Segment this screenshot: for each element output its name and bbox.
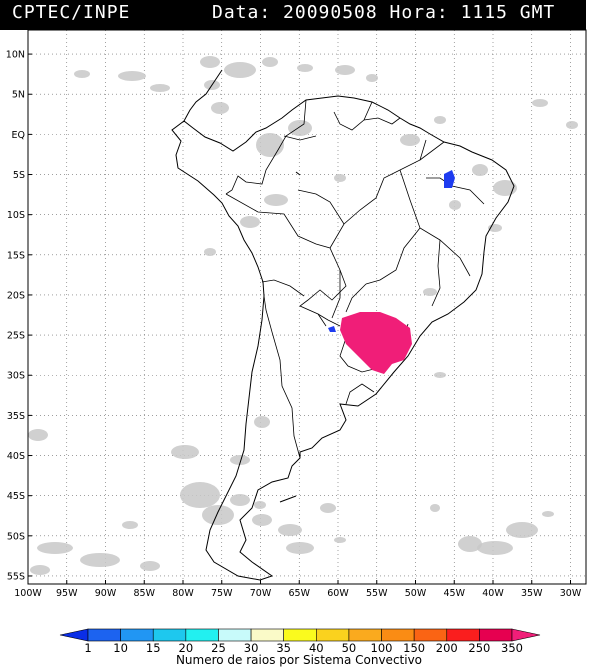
colorbar-label: 350 (501, 641, 523, 655)
colorbar-segment (185, 628, 219, 642)
colorbar-segment (446, 628, 480, 642)
colorbar-segment (152, 628, 187, 642)
colorbar-segment (381, 628, 415, 642)
country-borders (225, 99, 485, 459)
colorbar-label: 200 (436, 641, 458, 655)
colorbar-label: 100 (371, 641, 393, 655)
colorbar-label: 15 (146, 641, 161, 655)
lon-label: 75W (211, 588, 233, 599)
lon-label: 40W (482, 588, 504, 599)
lat-label: 45S (7, 491, 25, 502)
colorbar-label: 20 (179, 641, 194, 655)
colorbar-segment (218, 628, 252, 642)
lat-label: 5N (12, 90, 25, 101)
lon-label: 95W (56, 588, 78, 599)
lat-label: 10N (6, 50, 25, 61)
cloud-cover (28, 56, 578, 575)
lon-label: 45W (444, 588, 466, 599)
colorbar-label: 35 (276, 641, 291, 655)
colorbar-label: 40 (309, 641, 324, 655)
colorbar-segment (511, 628, 541, 642)
colorbar-segment (120, 628, 154, 642)
lon-label: 90W (95, 588, 117, 599)
lon-label: 100W (14, 588, 42, 599)
colorbar-label: 30 (244, 641, 259, 655)
colorbar-label: 250 (468, 641, 490, 655)
lightning-system-main (340, 312, 412, 374)
lat-label: 55S (7, 571, 25, 582)
colorbar-label: 150 (403, 641, 425, 655)
colorbar-segment (479, 628, 513, 642)
latitude-labels: 10N 5N EQ 5S 10S 15S 20S 25S 30S 35S 40S 45S 50S 55S (6, 50, 32, 582)
lat-label: 50S (7, 531, 25, 542)
datetime-label: Data: 20090508 Hora: 1115 GMT (212, 2, 556, 23)
colorbar-label: 1 (84, 641, 91, 655)
lat-label: 25S (7, 331, 25, 342)
lat-label: 40S (7, 451, 25, 462)
colorbar-label: 25 (211, 641, 226, 655)
lat-label: EQ (12, 130, 25, 141)
lon-label: 50W (405, 588, 427, 599)
colorbar-caption: Numero de raios por Sistema Convectivo (176, 653, 422, 667)
colorbar-label: 10 (113, 641, 128, 655)
colorbar-label: 50 (342, 641, 357, 655)
colorbar-segments (59, 628, 541, 642)
lat-label: 15S (7, 250, 25, 261)
lightning-cells-small (328, 170, 455, 332)
colorbar-labels: 1 10 15 20 25 30 35 40 50 100 150 200 250 350 (84, 641, 523, 655)
colorbar-segment (250, 628, 284, 642)
map-header: CPTEC/INPE Data: 20090508 Hora: 1115 GMT (0, 0, 586, 30)
longitude-labels: 100W 95W 90W 85W 80W 75W 70W 65W 60W 55W 50W 45W 40W… (14, 580, 582, 599)
colorbar-segment (316, 628, 350, 642)
lon-label: 55W (366, 588, 388, 599)
lon-label: 80W (172, 588, 194, 599)
source-label: CPTEC/INPE (12, 2, 131, 23)
lon-label: 30W (560, 588, 582, 599)
lat-label: 5S (13, 170, 25, 181)
lat-label: 35S (7, 411, 25, 422)
lat-label: 20S (7, 290, 25, 301)
lon-label: 60W (327, 588, 349, 599)
lat-label: 30S (7, 371, 25, 382)
lon-label: 65W (289, 588, 311, 599)
lat-label: 10S (7, 210, 25, 221)
colorbar-segment (87, 628, 121, 642)
colorbar-segment (59, 628, 89, 642)
coastline (171, 69, 515, 581)
colorbar-segment (283, 628, 317, 642)
map-frame (27, 29, 587, 585)
colorbar-segment (413, 628, 448, 642)
lon-label: 35W (521, 588, 543, 599)
colorbar-segment (348, 628, 382, 642)
lon-label: 85W (134, 588, 156, 599)
lon-label: 70W (250, 588, 272, 599)
